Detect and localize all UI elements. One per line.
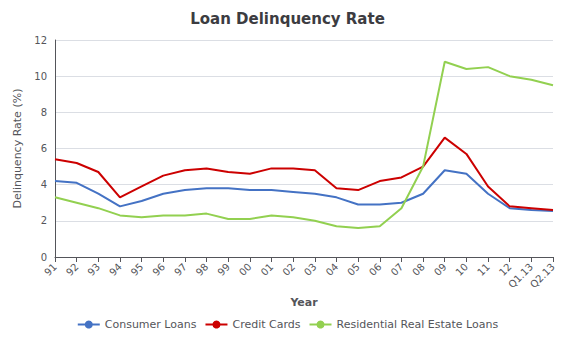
svg-text:91: 91 bbox=[42, 261, 59, 278]
svg-text:94: 94 bbox=[107, 261, 124, 278]
svg-text:10: 10 bbox=[454, 261, 471, 278]
svg-text:02: 02 bbox=[280, 261, 297, 278]
svg-text:03: 03 bbox=[302, 261, 319, 278]
svg-text:Credit Cards: Credit Cards bbox=[232, 318, 300, 331]
svg-text:0: 0 bbox=[41, 252, 47, 263]
svg-text:Residential Real Estate Loans: Residential Real Estate Loans bbox=[337, 318, 499, 331]
svg-text:09: 09 bbox=[432, 261, 449, 278]
svg-text:06: 06 bbox=[367, 261, 384, 278]
svg-text:98: 98 bbox=[194, 261, 211, 278]
svg-text:10: 10 bbox=[34, 71, 47, 82]
svg-text:95: 95 bbox=[129, 261, 146, 278]
svg-text:Consumer Loans: Consumer Loans bbox=[105, 318, 197, 331]
svg-text:00: 00 bbox=[237, 261, 254, 278]
svg-text:11: 11 bbox=[475, 261, 492, 278]
svg-text:12: 12 bbox=[34, 35, 47, 46]
svg-text:93: 93 bbox=[85, 261, 102, 278]
svg-text:05: 05 bbox=[345, 261, 362, 278]
svg-text:2: 2 bbox=[41, 215, 47, 226]
svg-text:Delinquency Rate (%): Delinquency Rate (%) bbox=[11, 89, 24, 209]
svg-text:04: 04 bbox=[324, 261, 341, 278]
svg-text:Loan Delinquency Rate: Loan Delinquency Rate bbox=[190, 10, 385, 28]
svg-text:07: 07 bbox=[389, 261, 406, 278]
svg-text:99: 99 bbox=[215, 261, 232, 278]
svg-text:97: 97 bbox=[172, 261, 189, 278]
svg-text:6: 6 bbox=[41, 143, 47, 154]
svg-text:12: 12 bbox=[497, 261, 514, 278]
svg-text:92: 92 bbox=[64, 261, 81, 278]
svg-text:Q2.13: Q2.13 bbox=[528, 261, 557, 290]
svg-text:08: 08 bbox=[410, 261, 427, 278]
svg-text:Year: Year bbox=[289, 296, 318, 309]
svg-text:01: 01 bbox=[259, 261, 276, 278]
svg-text:Q1.13: Q1.13 bbox=[506, 261, 536, 291]
svg-text:96: 96 bbox=[150, 261, 167, 278]
svg-text:8: 8 bbox=[41, 107, 47, 118]
svg-text:4: 4 bbox=[41, 179, 47, 190]
